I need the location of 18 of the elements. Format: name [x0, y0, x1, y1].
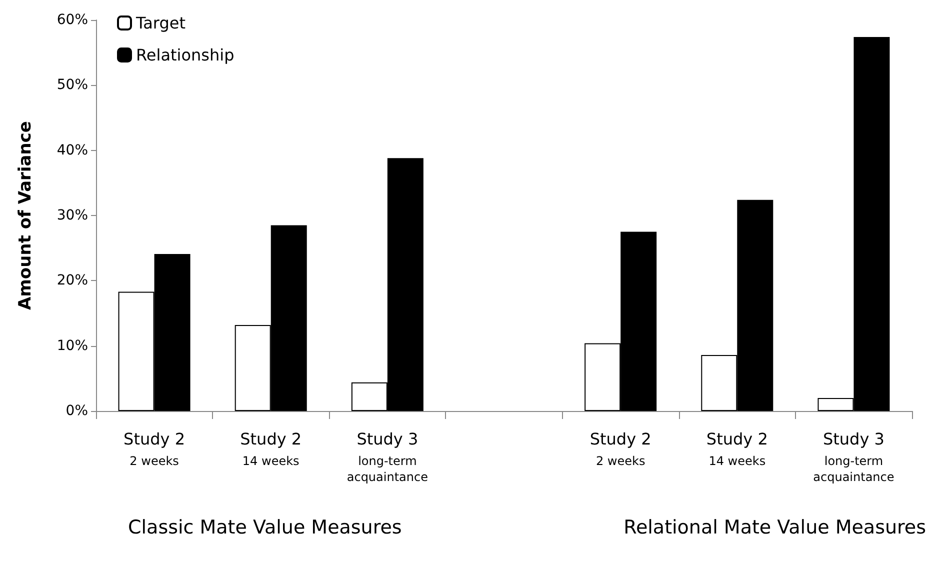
y-tick-label: 0%: [66, 403, 88, 419]
y-tick-label: 60%: [56, 12, 88, 28]
text: Relational Mate Value Measures: [624, 516, 926, 538]
x-tick-label: Study 2 2 weeks: [124, 430, 186, 468]
y-tick-label: 40%: [56, 142, 88, 158]
text: Classic Mate Value Measures: [128, 516, 402, 538]
y-tick-label: 50%: [56, 77, 88, 94]
x-tick-label: Study 2 14 weeks: [240, 430, 302, 468]
legend-label: Relationship: [136, 46, 234, 64]
legend-label: Target: [135, 14, 186, 32]
y-tick-label: 30%: [56, 208, 88, 224]
x-tick-label: Study 2 14 weeks: [706, 430, 768, 468]
x-tick-label: Study 2 2 weeks: [590, 430, 652, 468]
y-tick-label: 20%: [56, 272, 88, 289]
x-tick-label: Study 3 long-term acquaintance: [813, 430, 894, 484]
x-tick-label: Study 3 long-term acquaintance: [346, 430, 428, 484]
y-axis-title: Amount of Variance: [16, 121, 36, 310]
y-tick-label: 10%: [56, 338, 88, 354]
